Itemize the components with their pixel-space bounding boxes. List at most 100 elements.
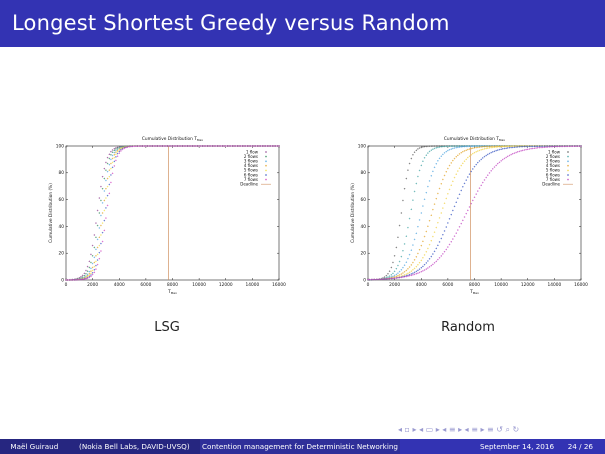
data-point — [110, 167, 112, 170]
data-point — [427, 185, 429, 188]
data-point — [455, 145, 457, 147]
data-point — [402, 272, 404, 274]
legend-label: 2 flows — [244, 154, 258, 159]
data-point — [430, 264, 433, 267]
data-point — [412, 272, 414, 274]
data-point — [98, 197, 101, 199]
data-point — [467, 156, 469, 159]
data-point — [108, 169, 111, 171]
caption-lsg: LSG — [154, 320, 180, 335]
legend-swatch — [265, 151, 267, 153]
data-point — [83, 274, 86, 277]
y-tick-label: 60 — [361, 197, 367, 203]
data-point — [171, 145, 174, 147]
data-point — [538, 146, 541, 149]
beamer-navigation-symbols[interactable]: ◂ ▫ ▸ ◂ ▭ ▸ ◂ ≡ ▸ ◂ ≡ ▸ ≡ ↺ ⌕ ↻ — [398, 425, 520, 434]
data-point — [76, 279, 79, 281]
data-point — [477, 161, 479, 164]
data-point — [385, 278, 388, 280]
data-point — [445, 197, 448, 200]
data-point — [214, 145, 217, 147]
data-point — [430, 239, 433, 242]
data-point — [115, 149, 117, 152]
data-point — [111, 154, 114, 157]
data-point — [190, 145, 192, 147]
data-point — [440, 155, 443, 157]
data-point — [462, 145, 464, 148]
data-point — [488, 145, 491, 148]
data-point — [388, 275, 391, 277]
data-point — [98, 244, 101, 247]
data-point — [447, 193, 449, 195]
legend-swatch — [567, 169, 569, 172]
data-point — [427, 260, 429, 262]
data-point — [450, 162, 453, 164]
data-point — [445, 226, 448, 228]
data-point — [428, 243, 431, 246]
data-point — [452, 147, 454, 150]
legend-swatch — [567, 178, 569, 181]
data-point — [473, 196, 476, 199]
data-point — [90, 267, 92, 270]
data-point — [118, 150, 121, 153]
data-point — [101, 212, 104, 214]
data-point — [113, 149, 116, 152]
data-point — [93, 261, 96, 264]
data-point — [407, 226, 409, 229]
data-point — [405, 235, 408, 237]
data-point — [93, 271, 96, 274]
x-tick-label: 14000 — [246, 282, 260, 288]
data-point — [68, 279, 71, 281]
data-point — [472, 145, 474, 148]
data-point — [465, 212, 467, 215]
data-point — [236, 145, 239, 147]
data-point — [218, 145, 220, 147]
x-tick-label: 12000 — [219, 282, 233, 288]
data-point — [264, 145, 267, 147]
data-point — [219, 145, 222, 147]
data-point — [186, 145, 189, 147]
data-point — [430, 149, 433, 151]
data-point — [105, 161, 107, 164]
data-point — [209, 145, 212, 147]
data-point — [377, 278, 379, 281]
data-point — [427, 145, 429, 148]
legend-label: Deadline — [240, 182, 258, 187]
data-point — [438, 217, 441, 219]
data-point — [448, 243, 451, 246]
y-tick-label: 20 — [361, 251, 367, 257]
data-point — [422, 270, 424, 272]
data-point — [113, 154, 116, 156]
data-point — [516, 151, 519, 153]
data-point — [392, 277, 394, 280]
data-point — [239, 145, 242, 147]
data-point — [566, 145, 569, 148]
y-tick-label: 60 — [59, 197, 65, 203]
data-point — [565, 145, 567, 148]
data-point — [485, 154, 487, 157]
data-point — [408, 253, 411, 256]
data-point — [453, 235, 456, 237]
data-point — [101, 222, 104, 224]
data-point — [249, 145, 252, 147]
data-point — [420, 244, 423, 247]
data-point — [457, 197, 459, 199]
legend-swatch — [567, 164, 569, 167]
data-point — [455, 173, 457, 175]
data-point — [113, 151, 116, 154]
data-point — [438, 187, 441, 190]
data-point — [98, 227, 101, 229]
data-point — [473, 145, 476, 147]
data-point — [521, 149, 524, 152]
data-point — [445, 171, 448, 173]
data-point — [422, 257, 424, 259]
data-point — [206, 145, 209, 147]
data-point — [115, 159, 117, 162]
data-point — [153, 145, 155, 147]
data-point — [90, 253, 92, 256]
data-point — [96, 253, 99, 256]
data-point — [398, 274, 401, 276]
data-point — [408, 266, 411, 268]
data-point — [93, 269, 96, 271]
data-point — [540, 145, 542, 147]
